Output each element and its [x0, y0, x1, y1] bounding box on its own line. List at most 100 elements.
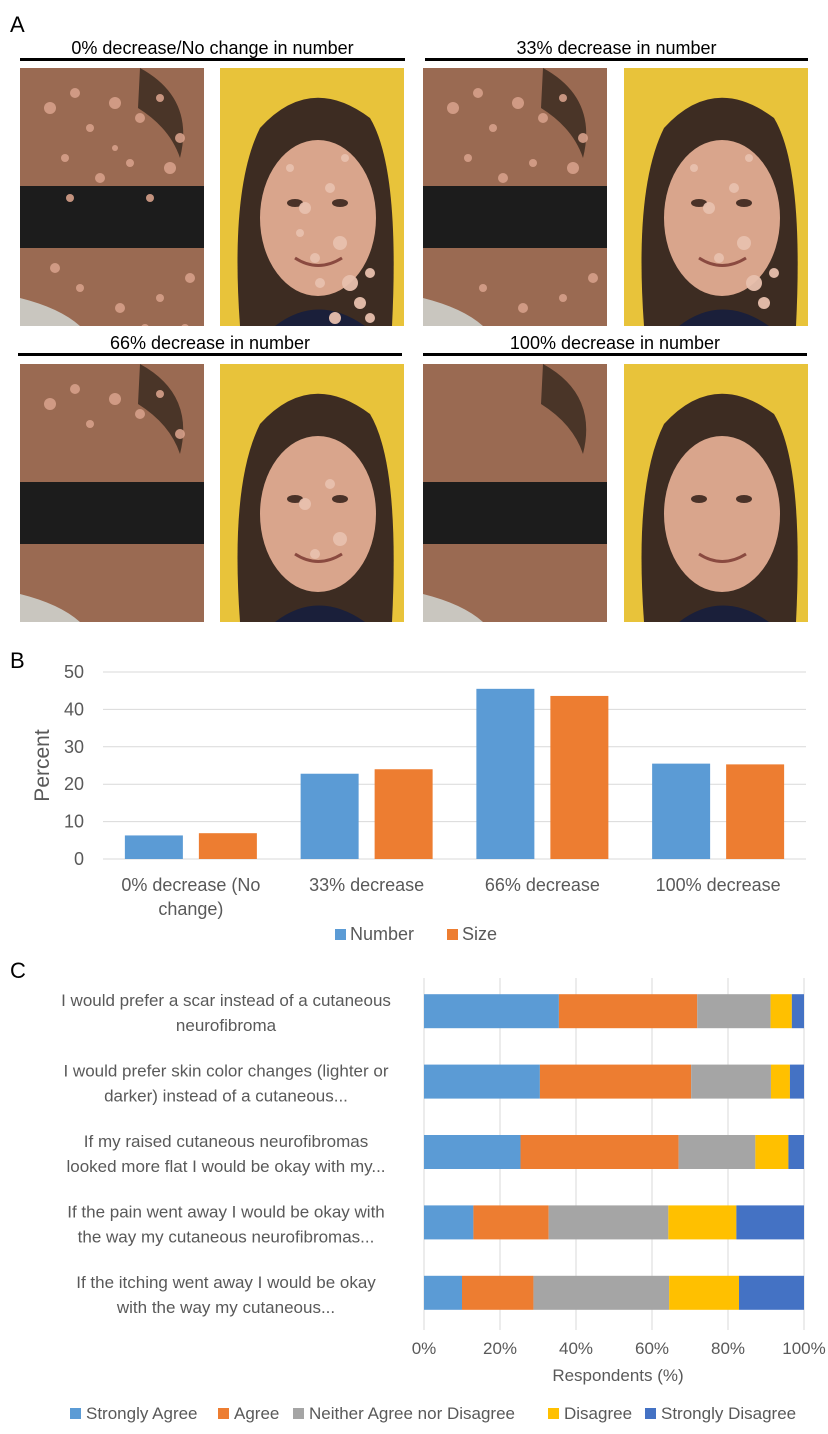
- lesion-spot: [578, 133, 588, 143]
- hair-shape: [541, 364, 587, 454]
- lesion-spot: [146, 194, 154, 202]
- stacked-segment: [691, 1064, 771, 1099]
- lesion-spot: [365, 268, 375, 278]
- panel-a-scenario-title: 66% decrease in number: [109, 333, 311, 353]
- eye-left: [691, 495, 707, 503]
- panel-a-scenario-title: 0% decrease/No change in number: [71, 38, 354, 58]
- category-label: the way my cutaneous neurofibromas...: [78, 1227, 375, 1246]
- stacked-segment: [789, 1064, 804, 1099]
- x-tick-label: 100% decrease: [656, 875, 781, 895]
- lesion-spot: [50, 263, 60, 273]
- lesion-spot: [746, 275, 762, 291]
- panel-a-scenario-title: 100% decrease in number: [509, 333, 721, 353]
- lesion-spot: [135, 113, 145, 123]
- lesion-spot: [464, 154, 472, 162]
- panel-a-label: A: [10, 12, 25, 37]
- lesion-spot: [175, 429, 185, 439]
- lesion-spot: [135, 409, 145, 419]
- lesion-spot: [156, 94, 164, 102]
- stacked-segment: [770, 994, 792, 1029]
- eye-right: [332, 495, 348, 503]
- hair-shape: [541, 68, 587, 158]
- lesion-spot: [126, 159, 134, 167]
- eye-left: [691, 199, 707, 207]
- x-tick-label: 33% decrease: [309, 875, 424, 895]
- legend-label: Neither Agree nor Disagree: [309, 1404, 515, 1423]
- category-label: looked more flat I would be okay with my…: [66, 1157, 385, 1176]
- stacked-segment: [669, 1275, 740, 1310]
- stacked-segment: [539, 1064, 692, 1099]
- legend-swatch: [335, 929, 346, 940]
- lesion-spot: [315, 278, 325, 288]
- stacked-segment: [697, 994, 771, 1029]
- y-tick-label: 30: [64, 737, 84, 757]
- legend-swatch: [447, 929, 458, 940]
- lesion-spot: [354, 297, 366, 309]
- lesion-spot: [310, 549, 320, 559]
- mouth: [698, 256, 747, 267]
- stacked-segment: [739, 1275, 804, 1310]
- bar-size: [726, 764, 785, 859]
- lesion-spot: [86, 124, 94, 132]
- clothing-shape: [423, 298, 483, 326]
- category-label: If the itching went away I would be okay: [76, 1273, 376, 1292]
- stacked-segment: [548, 1205, 669, 1240]
- title-underline: [425, 58, 808, 61]
- mouth: [698, 552, 747, 563]
- lesion-spot: [512, 97, 524, 109]
- lesion-spot: [489, 124, 497, 132]
- panel-b-label: B: [10, 648, 25, 673]
- bar-number: [476, 688, 535, 859]
- lesion-spot: [447, 102, 459, 114]
- legend-label: Number: [350, 924, 414, 944]
- lesion-spot: [329, 312, 341, 324]
- legend-label: Strongly Disagree: [661, 1404, 796, 1423]
- bar-size: [198, 833, 257, 859]
- lesion-spot: [690, 164, 698, 172]
- panel-c-stacked-bar-chart: C 0% 20% 40% 60% 80% 100% Respondents (%) I woul…: [10, 960, 826, 1423]
- lesion-spot: [181, 324, 189, 326]
- face-photo: [220, 68, 404, 326]
- x-tick-label: 80%: [711, 1339, 745, 1358]
- category-label: I would prefer skin color changes (light…: [63, 1062, 388, 1081]
- lesion-spot: [296, 229, 304, 237]
- y-tick-label: 20: [64, 774, 84, 794]
- eye-right: [332, 199, 348, 207]
- legend-swatch: [645, 1408, 656, 1419]
- lesion-spot: [66, 194, 74, 202]
- x-tick-label: 20%: [483, 1339, 517, 1358]
- legend-swatch: [218, 1408, 229, 1419]
- legend-label: Agree: [234, 1404, 279, 1423]
- lesion-spot: [310, 253, 320, 263]
- stacked-segment: [788, 1135, 804, 1169]
- lesion-spot: [164, 162, 176, 174]
- bar-size: [374, 769, 433, 859]
- lesion-spot: [95, 173, 105, 183]
- stacked-segment: [736, 1205, 804, 1240]
- face-shape: [260, 140, 376, 296]
- lesion-spot: [299, 498, 311, 510]
- x-tick-label: 0% decrease (No: [121, 875, 260, 895]
- category-label: If my raised cutaneous neurofibromas: [84, 1132, 368, 1151]
- stacked-segment: [462, 1275, 534, 1310]
- lesion-spot: [175, 133, 185, 143]
- stacked-segment: [520, 1135, 679, 1169]
- face-shape: [260, 436, 376, 592]
- face-shape: [664, 436, 780, 592]
- lesion-spot: [588, 273, 598, 283]
- lesion-spot: [342, 275, 358, 291]
- bar-size: [550, 695, 609, 859]
- x-tick-label: 40%: [559, 1339, 593, 1358]
- face-photo: [220, 364, 404, 622]
- y-axis-label: Percent: [31, 729, 54, 802]
- stacked-segment: [473, 1205, 549, 1240]
- legend-swatch: [548, 1408, 559, 1419]
- lesion-spot: [185, 273, 195, 283]
- lesion-spot: [341, 154, 349, 162]
- lesion-spot: [109, 393, 121, 405]
- x-tick-label: 66% decrease: [485, 875, 600, 895]
- shirt-shape: [679, 309, 769, 326]
- face-shape: [664, 140, 780, 296]
- y-tick-label: 40: [64, 699, 84, 719]
- stacked-segment: [424, 1205, 474, 1240]
